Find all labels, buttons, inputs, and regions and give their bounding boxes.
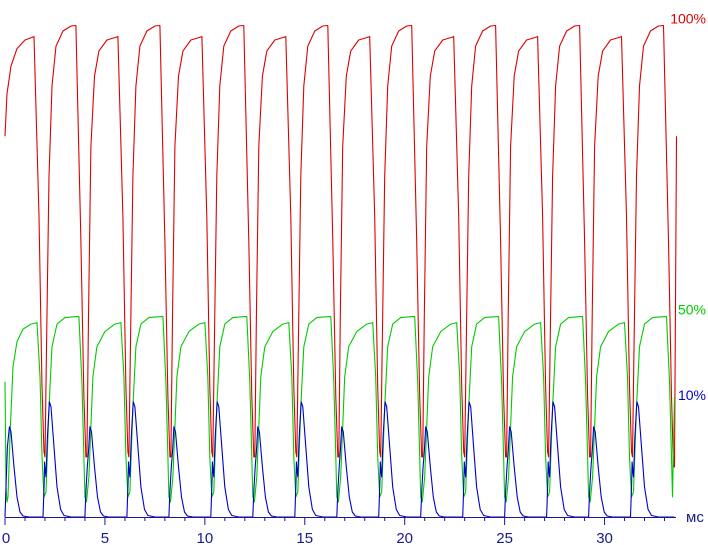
x-tick-label: 20: [396, 530, 413, 545]
series-label-50pct: 50%: [678, 302, 706, 318]
series-line-50pct: [4, 316, 676, 503]
x-tick-label: 25: [496, 530, 513, 545]
series-labels: 100% 50% 10%: [670, 11, 706, 403]
x-axis-unit-label: мс: [686, 509, 704, 526]
x-tick-label: 5: [101, 530, 109, 545]
x-tick-label: 15: [296, 530, 313, 545]
series-layer: [4, 24, 678, 518]
x-tick-label: 0: [2, 530, 10, 545]
series-label-10pct: 10%: [678, 387, 706, 403]
x-axis-ticks: 0 5 10 15 20 25 30: [2, 517, 666, 545]
series-line-10pct: [4, 401, 675, 518]
x-tick-label: 10: [197, 530, 214, 545]
series-label-100pct: 100%: [670, 11, 706, 27]
series-line-100pct: [4, 24, 678, 468]
x-tick-label: 30: [596, 530, 613, 545]
